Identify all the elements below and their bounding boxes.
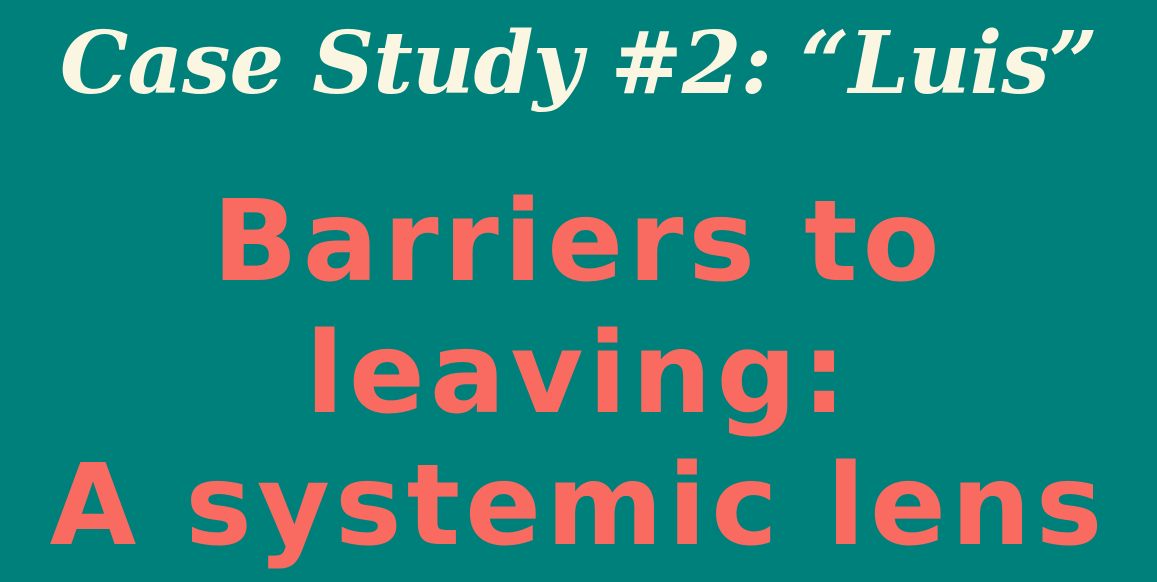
slide-subtitle: Barriers to leaving: A systemic lens xyxy=(0,176,1157,572)
subtitle-line-3: A systemic lens xyxy=(49,441,1108,571)
subtitle-line-1: Barriers to xyxy=(212,177,945,307)
slide-title: Case Study #2: “Luis” xyxy=(59,13,1098,114)
subtitle-line-2: leaving: xyxy=(305,309,852,439)
